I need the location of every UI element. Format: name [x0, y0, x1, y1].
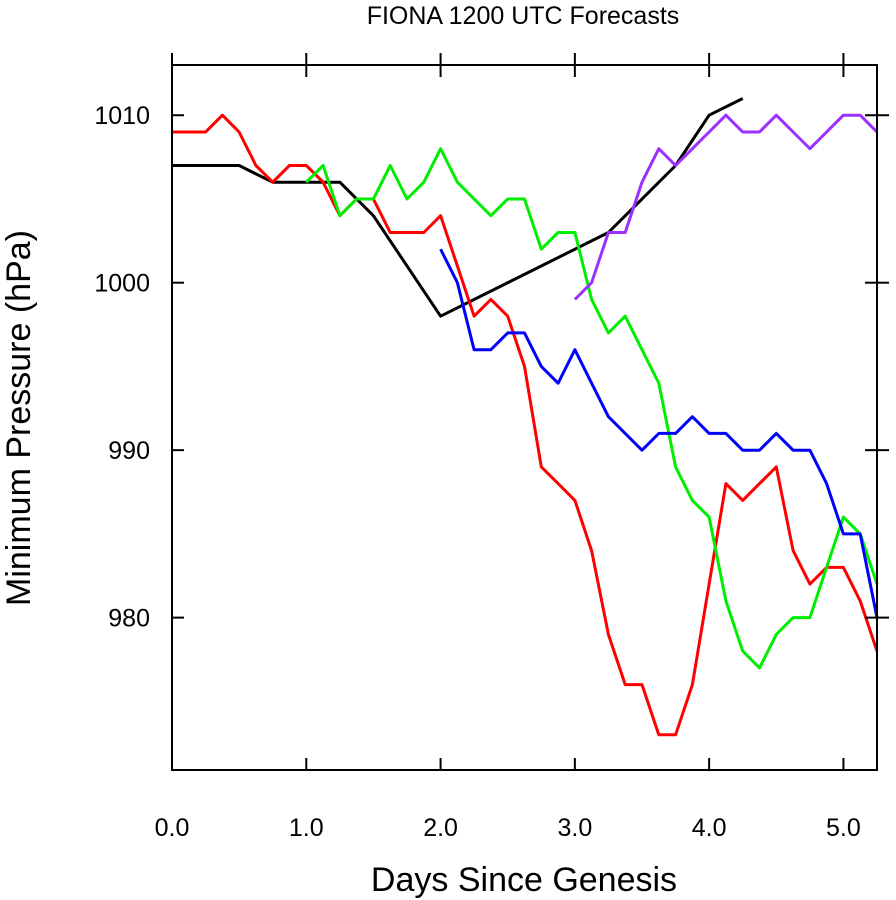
x-tick-label: 5.0 — [826, 814, 861, 842]
x-tick-label: 3.0 — [557, 814, 592, 842]
y-tick-label: 1000 — [94, 270, 150, 298]
series-line-1 — [172, 97, 744, 318]
x-axis-label: Days Since Genesis — [371, 861, 677, 899]
y-tick-label: 1010 — [94, 102, 150, 130]
tick-layer: 0.0 1.0 2.0 3.0 4.0 5.0 980 990 1000 1010 — [94, 53, 889, 842]
x-tick-label: 4.0 — [692, 814, 727, 842]
chart-title: FIONA 1200 UTC Forecasts — [367, 2, 680, 30]
y-tick-label: 980 — [108, 605, 150, 633]
series-line-5 — [573, 113, 879, 301]
y-tick-label: 990 — [108, 437, 150, 465]
x-tick-label: 2.0 — [423, 814, 458, 842]
plot-frame — [171, 64, 878, 771]
series-line-3 — [305, 147, 879, 670]
series-line-2 — [172, 113, 879, 737]
x-tick-label: 0.0 — [155, 814, 190, 842]
x-tick-label: 1.0 — [289, 814, 324, 842]
series-layer — [172, 97, 879, 737]
series-line-4 — [439, 248, 879, 618]
y-axis-label: Minimum Pressure (hPa) — [0, 230, 38, 606]
